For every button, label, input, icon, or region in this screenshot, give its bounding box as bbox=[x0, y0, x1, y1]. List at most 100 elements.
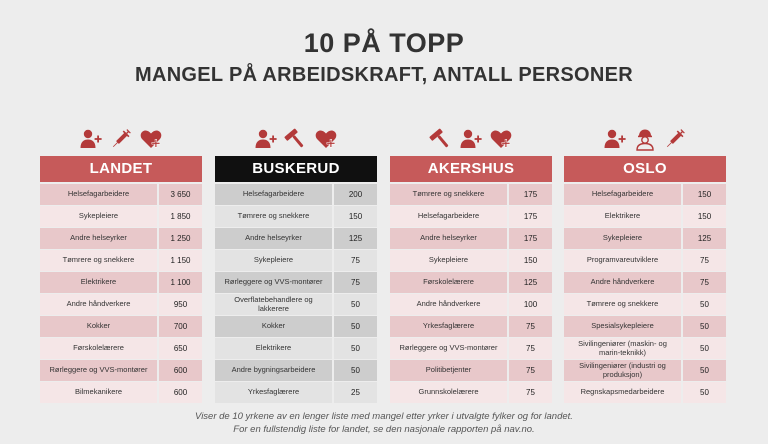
shortage-count: 125 bbox=[683, 227, 726, 250]
occupation-name: Helsefagarbeidere bbox=[390, 205, 507, 228]
region-icons bbox=[390, 126, 552, 152]
shortage-count: 50 bbox=[683, 359, 726, 382]
shortage-count: 150 bbox=[334, 205, 377, 228]
shortage-count: 25 bbox=[334, 381, 377, 404]
table-row: Rørleggere og VVS-montører 75 bbox=[390, 337, 552, 360]
occupation-name: Tømrere og snekkere bbox=[215, 205, 332, 228]
person-plus-icon bbox=[79, 127, 103, 151]
table-row: Tømrere og snekkere 50 bbox=[564, 293, 726, 316]
shortage-count: 75 bbox=[334, 271, 377, 294]
occupation-name: Elektrikere bbox=[564, 205, 681, 228]
person-plus-icon bbox=[254, 127, 278, 151]
occupation-name: Elektrikere bbox=[40, 271, 157, 294]
occupation-name: Sykepleiere bbox=[564, 227, 681, 250]
occupation-name: Spesialsykepleiere bbox=[564, 315, 681, 338]
hammer-icon bbox=[284, 127, 308, 151]
table-row: Helsefagarbeidere 150 bbox=[564, 184, 726, 206]
table-row: Sivilingeniører (industri og produksjon)… bbox=[564, 359, 726, 382]
occupation-name: Bilmekanikere bbox=[40, 381, 157, 404]
occupation-name: Sykepleiere bbox=[215, 249, 332, 272]
region-column-akershus: AKERSHUS Tømrere og snekkere 175 Helsefagar… bbox=[390, 126, 552, 404]
shortage-count: 1 100 bbox=[159, 271, 202, 294]
table-row: Tømrere og snekkere 150 bbox=[215, 205, 377, 228]
table-row: Yrkesfaglærere 75 bbox=[390, 315, 552, 338]
shortage-count: 75 bbox=[509, 359, 552, 382]
occupation-name: Regnskapsmedarbeidere bbox=[564, 381, 681, 404]
heart-plus-icon bbox=[489, 127, 513, 151]
table-row: Elektrikere 1 100 bbox=[40, 271, 202, 294]
table-row: Sivilingeniører (maskin- og marin-teknik… bbox=[564, 337, 726, 360]
shortage-count: 1 150 bbox=[159, 249, 202, 272]
table-row: Bilmekanikere 600 bbox=[40, 381, 202, 404]
occupation-name: Andre håndverkere bbox=[390, 293, 507, 316]
table-row: Politibetjenter 75 bbox=[390, 359, 552, 382]
table-row: Andre bygningsarbeidere 50 bbox=[215, 359, 377, 382]
occupation-name: Helsefagarbeidere bbox=[215, 184, 332, 206]
occupation-name: Tømrere og snekkere bbox=[390, 184, 507, 206]
shortage-count: 75 bbox=[509, 315, 552, 338]
region-column-buskerud: BUSKERUD Helsefagarbeidere 200 Tømrere og s… bbox=[215, 126, 377, 404]
shortage-count: 50 bbox=[683, 293, 726, 316]
region-header: BUSKERUD bbox=[215, 156, 377, 182]
table-row: Andre håndverkere 75 bbox=[564, 271, 726, 294]
occupation-name: Yrkesfaglærere bbox=[390, 315, 507, 338]
region-column-oslo: OSLO Helsefagarbeidere 150 Elektrikere 150 Sy… bbox=[564, 126, 726, 404]
table-row: Sykepleiere 125 bbox=[564, 227, 726, 250]
shortage-count: 1 850 bbox=[159, 205, 202, 228]
occupation-name: Elektrikere bbox=[215, 337, 332, 360]
shortage-count: 50 bbox=[683, 337, 726, 360]
table-row: Andre helseyrker 1 250 bbox=[40, 227, 202, 250]
heart-plus-icon bbox=[314, 127, 338, 151]
page-subtitle: MANGEL PÅ ARBEIDSKRAFT, ANTALL PERSONER bbox=[134, 64, 634, 86]
region-icons bbox=[564, 126, 726, 152]
shortage-count: 75 bbox=[683, 249, 726, 272]
table-row: Regnskapsmedarbeidere 50 bbox=[564, 381, 726, 404]
table-row: Andre helseyrker 175 bbox=[390, 227, 552, 250]
shortage-count: 1 250 bbox=[159, 227, 202, 250]
table-row: Førskolelærere 125 bbox=[390, 271, 552, 294]
occupation-list: Helsefagarbeidere 3 650 Sykepleiere 1 850 An… bbox=[40, 184, 202, 404]
table-row: Helsefagarbeidere 200 bbox=[215, 184, 377, 206]
occupation-name: Sivilingeniører (industri og produksjon) bbox=[564, 359, 681, 382]
occupation-name: Kokker bbox=[215, 315, 332, 338]
table-row: Førskolelærere 650 bbox=[40, 337, 202, 360]
shortage-count: 75 bbox=[509, 337, 552, 360]
table-row: Tømrere og snekkere 1 150 bbox=[40, 249, 202, 272]
shortage-count: 50 bbox=[683, 381, 726, 404]
occupation-name: Andre bygningsarbeidere bbox=[215, 359, 332, 382]
table-row: Yrkesfaglærere 25 bbox=[215, 381, 377, 404]
table-row: Andre håndverkere 950 bbox=[40, 293, 202, 316]
footer-note: Viser de 10 yrkene av en lenger liste me… bbox=[0, 410, 768, 436]
shortage-count: 200 bbox=[334, 184, 377, 206]
occupation-name: Andre håndverkere bbox=[564, 271, 681, 294]
shortage-count: 600 bbox=[159, 381, 202, 404]
occupation-name: Sivilingeniører (maskin- og marin-teknik… bbox=[564, 337, 681, 360]
occupation-name: Programvareutviklere bbox=[564, 249, 681, 272]
occupation-name: Tømrere og snekkere bbox=[564, 293, 681, 316]
occupation-name: Rørleggere og VVS-montører bbox=[390, 337, 507, 360]
table-row: Sykepleiere 75 bbox=[215, 249, 377, 272]
shortage-count: 700 bbox=[159, 315, 202, 338]
occupation-list: Helsefagarbeidere 200 Tømrere og snekkere 1… bbox=[215, 184, 377, 404]
shortage-count: 50 bbox=[334, 337, 377, 360]
occupation-name: Helsefagarbeidere bbox=[40, 184, 157, 206]
shortage-count: 75 bbox=[683, 271, 726, 294]
shortage-count: 175 bbox=[509, 184, 552, 206]
occupation-name: Rørleggere og VVS-montører bbox=[40, 359, 157, 382]
heart-plus-icon bbox=[139, 127, 163, 151]
occupation-name: Sykepleiere bbox=[40, 205, 157, 228]
footer-line-2: For en fullstendig liste for landet, se … bbox=[233, 424, 535, 435]
table-row: Tømrere og snekkere 175 bbox=[390, 184, 552, 206]
engineer-icon bbox=[633, 127, 657, 151]
shortage-count: 150 bbox=[683, 184, 726, 206]
shortage-count: 75 bbox=[334, 249, 377, 272]
region-header: AKERSHUS bbox=[390, 156, 552, 182]
table-row: Andre håndverkere 100 bbox=[390, 293, 552, 316]
table-row: Rørleggere og VVS-montører 75 bbox=[215, 271, 377, 294]
region-column-landet: LANDET Helsefagarbeidere 3 650 Sykepleiere 1… bbox=[40, 126, 202, 404]
region-header: OSLO bbox=[564, 156, 726, 182]
table-row: Grunnskolelærere 75 bbox=[390, 381, 552, 404]
occupation-name: Helsefagarbeidere bbox=[564, 184, 681, 206]
shortage-count: 75 bbox=[509, 381, 552, 404]
syringe-icon bbox=[663, 127, 687, 151]
